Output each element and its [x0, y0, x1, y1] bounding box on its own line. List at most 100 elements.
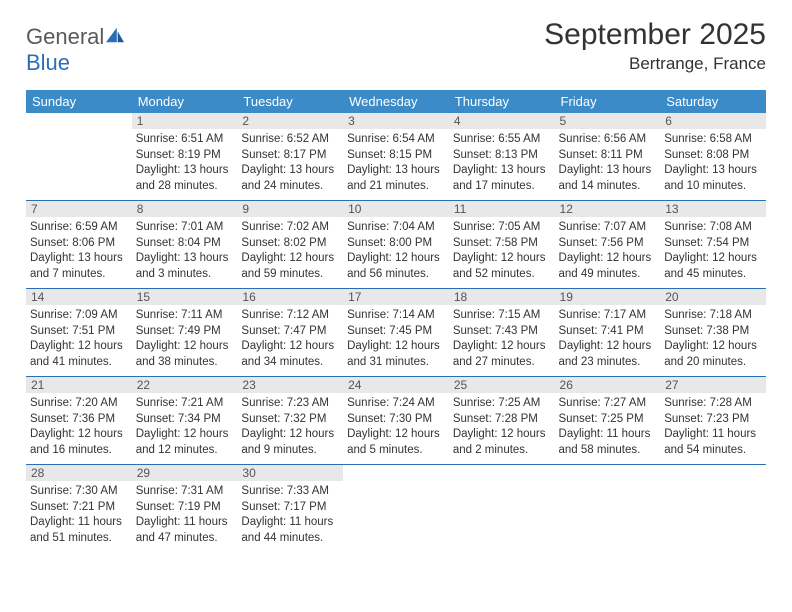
day-info: Sunrise: 6:56 AMSunset: 8:11 PMDaylight:…	[559, 132, 657, 194]
day-cell: 26 Sunrise: 7:27 AMSunset: 7:25 PMDayligh…	[555, 377, 661, 465]
day-info: Sunrise: 7:08 AMSunset: 7:54 PMDaylight:…	[664, 220, 762, 282]
day-cell: 22 Sunrise: 7:21 AMSunset: 7:34 PMDayligh…	[132, 377, 238, 465]
day-info: Sunrise: 7:01 AMSunset: 8:04 PMDaylight:…	[136, 220, 234, 282]
day-number: 10	[343, 201, 449, 217]
day-number: 17	[343, 289, 449, 305]
day-cell: 23 Sunrise: 7:23 AMSunset: 7:32 PMDayligh…	[237, 377, 343, 465]
calendar-table: SundayMondayTuesdayWednesdayThursdayFrid…	[26, 90, 766, 552]
empty-cell	[555, 465, 661, 553]
day-number: 29	[132, 465, 238, 481]
day-number: 6	[660, 113, 766, 129]
day-number: 5	[555, 113, 661, 129]
calendar-row: 1 Sunrise: 6:51 AMSunset: 8:19 PMDaylight…	[26, 113, 766, 201]
day-number: 26	[555, 377, 661, 393]
calendar-body: 1 Sunrise: 6:51 AMSunset: 8:19 PMDaylight…	[26, 113, 766, 552]
empty-cell	[26, 113, 132, 201]
day-cell: 18 Sunrise: 7:15 AMSunset: 7:43 PMDayligh…	[449, 289, 555, 377]
weekday-header-row: SundayMondayTuesdayWednesdayThursdayFrid…	[26, 90, 766, 113]
brand-logo: General Blue	[26, 18, 126, 76]
day-info: Sunrise: 7:09 AMSunset: 7:51 PMDaylight:…	[30, 308, 128, 370]
day-number: 12	[555, 201, 661, 217]
weekday-header: Thursday	[449, 90, 555, 113]
day-info: Sunrise: 7:31 AMSunset: 7:19 PMDaylight:…	[136, 484, 234, 546]
day-cell: 1 Sunrise: 6:51 AMSunset: 8:19 PMDaylight…	[132, 113, 238, 201]
day-cell: 7 Sunrise: 6:59 AMSunset: 8:06 PMDaylight…	[26, 201, 132, 289]
day-info: Sunrise: 7:28 AMSunset: 7:23 PMDaylight:…	[664, 396, 762, 458]
day-info: Sunrise: 7:33 AMSunset: 7:17 PMDaylight:…	[241, 484, 339, 546]
day-info: Sunrise: 7:15 AMSunset: 7:43 PMDaylight:…	[453, 308, 551, 370]
day-cell: 9 Sunrise: 7:02 AMSunset: 8:02 PMDaylight…	[237, 201, 343, 289]
day-cell: 29 Sunrise: 7:31 AMSunset: 7:19 PMDayligh…	[132, 465, 238, 553]
day-info: Sunrise: 6:58 AMSunset: 8:08 PMDaylight:…	[664, 132, 762, 194]
day-number: 30	[237, 465, 343, 481]
title-block: September 2025 Bertrange, France	[544, 18, 766, 74]
day-number: 3	[343, 113, 449, 129]
day-cell: 15 Sunrise: 7:11 AMSunset: 7:49 PMDayligh…	[132, 289, 238, 377]
day-info: Sunrise: 7:17 AMSunset: 7:41 PMDaylight:…	[559, 308, 657, 370]
day-number: 22	[132, 377, 238, 393]
weekday-header: Saturday	[660, 90, 766, 113]
day-cell: 30 Sunrise: 7:33 AMSunset: 7:17 PMDayligh…	[237, 465, 343, 553]
day-info: Sunrise: 7:07 AMSunset: 7:56 PMDaylight:…	[559, 220, 657, 282]
day-cell: 5 Sunrise: 6:56 AMSunset: 8:11 PMDaylight…	[555, 113, 661, 201]
brand-text: General Blue	[26, 24, 126, 76]
brand-part2: Blue	[26, 50, 70, 75]
empty-cell	[343, 465, 449, 553]
day-number: 2	[237, 113, 343, 129]
day-cell: 12 Sunrise: 7:07 AMSunset: 7:56 PMDayligh…	[555, 201, 661, 289]
day-info: Sunrise: 7:20 AMSunset: 7:36 PMDaylight:…	[30, 396, 128, 458]
day-info: Sunrise: 7:11 AMSunset: 7:49 PMDaylight:…	[136, 308, 234, 370]
day-number: 28	[26, 465, 132, 481]
empty-cell	[449, 465, 555, 553]
day-number: 13	[660, 201, 766, 217]
day-cell: 10Sunrise: 7:04 AMSunset: 8:00 PMDayligh…	[343, 201, 449, 289]
day-cell: 2 Sunrise: 6:52 AMSunset: 8:17 PMDaylight…	[237, 113, 343, 201]
day-info: Sunrise: 7:27 AMSunset: 7:25 PMDaylight:…	[559, 396, 657, 458]
day-info: Sunrise: 7:02 AMSunset: 8:02 PMDaylight:…	[241, 220, 339, 282]
weekday-header: Wednesday	[343, 90, 449, 113]
day-number: 1	[132, 113, 238, 129]
day-cell: 14 Sunrise: 7:09 AMSunset: 7:51 PMDayligh…	[26, 289, 132, 377]
day-number: 23	[237, 377, 343, 393]
month-title: September 2025	[544, 18, 766, 52]
day-number: 18	[449, 289, 555, 305]
day-cell: 25Sunrise: 7:25 AMSunset: 7:28 PMDayligh…	[449, 377, 555, 465]
day-info: Sunrise: 6:55 AMSunset: 8:13 PMDaylight:…	[453, 132, 551, 194]
weekday-header: Sunday	[26, 90, 132, 113]
day-number: 21	[26, 377, 132, 393]
day-info: Sunrise: 7:21 AMSunset: 7:34 PMDaylight:…	[136, 396, 234, 458]
day-cell: 21 Sunrise: 7:20 AMSunset: 7:36 PMDayligh…	[26, 377, 132, 465]
day-number: 4	[449, 113, 555, 129]
day-number: 25	[449, 377, 555, 393]
sail-icon	[104, 26, 126, 44]
day-number: 9	[237, 201, 343, 217]
day-info: Sunrise: 7:18 AMSunset: 7:38 PMDaylight:…	[664, 308, 762, 370]
day-number: 15	[132, 289, 238, 305]
day-number: 19	[555, 289, 661, 305]
day-cell: 28Sunrise: 7:30 AMSunset: 7:21 PMDayligh…	[26, 465, 132, 553]
brand-part1: General	[26, 24, 104, 49]
day-info: Sunrise: 6:59 AMSunset: 8:06 PMDaylight:…	[30, 220, 128, 282]
day-cell: 8 Sunrise: 7:01 AMSunset: 8:04 PMDaylight…	[132, 201, 238, 289]
calendar-row: 7 Sunrise: 6:59 AMSunset: 8:06 PMDaylight…	[26, 201, 766, 289]
day-number: 11	[449, 201, 555, 217]
day-cell: 17Sunrise: 7:14 AMSunset: 7:45 PMDayligh…	[343, 289, 449, 377]
day-cell: 3 Sunrise: 6:54 AMSunset: 8:15 PMDaylight…	[343, 113, 449, 201]
day-cell: 13 Sunrise: 7:08 AMSunset: 7:54 PMDayligh…	[660, 201, 766, 289]
day-cell: 11 Sunrise: 7:05 AMSunset: 7:58 PMDayligh…	[449, 201, 555, 289]
day-number: 7	[26, 201, 132, 217]
day-cell: 4 Sunrise: 6:55 AMSunset: 8:13 PMDaylight…	[449, 113, 555, 201]
page-header: General Blue September 2025 Bertrange, F…	[26, 18, 766, 76]
day-number: 27	[660, 377, 766, 393]
day-number: 14	[26, 289, 132, 305]
day-info: Sunrise: 6:54 AMSunset: 8:15 PMDaylight:…	[347, 132, 445, 194]
day-number: 8	[132, 201, 238, 217]
day-info: Sunrise: 6:51 AMSunset: 8:19 PMDaylight:…	[136, 132, 234, 194]
day-number: 16	[237, 289, 343, 305]
day-info: Sunrise: 7:05 AMSunset: 7:58 PMDaylight:…	[453, 220, 551, 282]
location-label: Bertrange, France	[544, 54, 766, 74]
calendar-row: 28Sunrise: 7:30 AMSunset: 7:21 PMDayligh…	[26, 465, 766, 553]
day-info: Sunrise: 7:23 AMSunset: 7:32 PMDaylight:…	[241, 396, 339, 458]
day-info: Sunrise: 7:24 AMSunset: 7:30 PMDaylight:…	[347, 396, 445, 458]
day-info: Sunrise: 6:52 AMSunset: 8:17 PMDaylight:…	[241, 132, 339, 194]
